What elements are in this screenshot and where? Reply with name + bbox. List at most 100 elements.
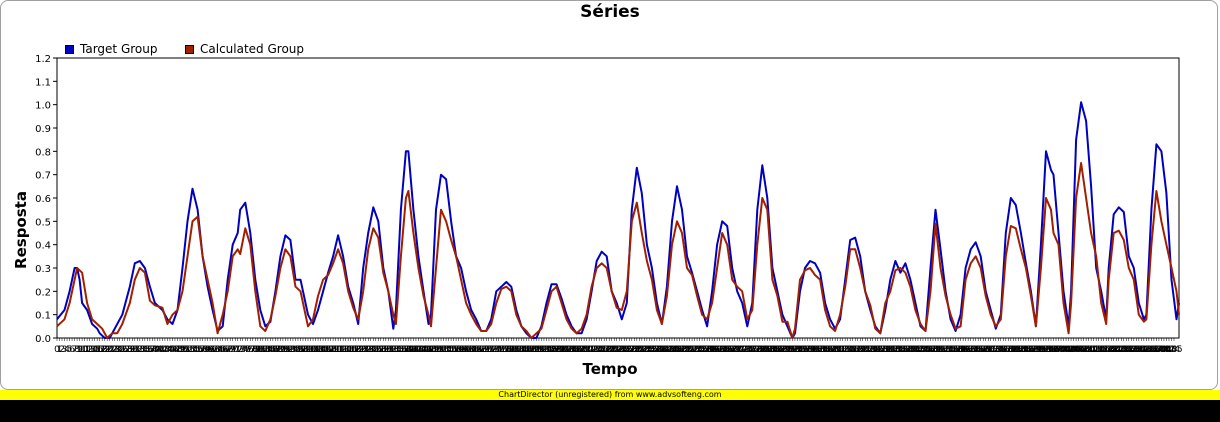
x-tick-label: 74 [237, 345, 249, 355]
x-tick-label: 200 [550, 345, 567, 355]
x-tick-label: 104 [309, 345, 326, 355]
x-tick-label: 444 [1163, 345, 1180, 355]
x-tick-label: 227 [618, 345, 635, 355]
x-tick-label: 10 [76, 345, 88, 355]
bottom-bar [0, 400, 1220, 422]
x-tick-label: 56 [192, 345, 204, 355]
x-tick-label: 269 [724, 345, 741, 355]
x-tick-label: 244 [661, 345, 678, 355]
x-tick-label: 235 [638, 345, 655, 355]
y-tick-label: 0.5 [35, 217, 51, 228]
x-tick-label: 8 [74, 345, 80, 355]
x-tick-label: 411 [1080, 345, 1097, 355]
x-tick-label: 371 [980, 345, 997, 355]
x-tick-label: 432 [1133, 345, 1150, 355]
x-tick-label: 420 [1103, 345, 1120, 355]
x-tick-label: 97 [295, 345, 306, 355]
x-tick-label: 249 [673, 345, 690, 355]
x-tick-label: 219 [598, 345, 615, 355]
x-tick-label: 109 [322, 345, 339, 355]
x-tick-label: 207 [568, 345, 585, 355]
x-tick-label: 25 [114, 345, 125, 355]
x-tick-label: 83 [260, 345, 271, 355]
x-tick-label: 7 [72, 345, 78, 355]
x-tick-label: 147 [417, 345, 434, 355]
x-tick-label: 437 [1145, 345, 1162, 355]
x-tick-label: 123 [357, 345, 374, 355]
x-tick-label: 310 [827, 345, 844, 355]
x-tick-label: 419 [1100, 345, 1117, 355]
x-tick-label: 356 [942, 345, 959, 355]
x-tick-label: 344 [912, 345, 929, 355]
x-tick-label: 254 [686, 345, 703, 355]
x-tick-label: 58 [197, 345, 209, 355]
x-tick-label: 67 [219, 345, 230, 355]
x-tick-label: 262 [706, 345, 723, 355]
x-tick-label: 169 [473, 345, 490, 355]
x-tick-label: 430 [1128, 345, 1145, 355]
x-tick-label: 299 [799, 345, 816, 355]
x-tick-label: 143 [407, 345, 424, 355]
x-tick-label: 373 [985, 345, 1002, 355]
x-tick-label: 398 [1047, 345, 1064, 355]
x-tick-label: 179 [498, 345, 515, 355]
x-tick-label: 396 [1042, 345, 1059, 355]
x-tick-label: 101 [302, 345, 319, 355]
x-tick-label: 79 [250, 345, 262, 355]
y-tick-label: 0.3 [35, 264, 51, 275]
x-tick-label: 99 [300, 345, 312, 355]
x-tick-label: 283 [759, 345, 776, 355]
x-tick-label: 378 [997, 345, 1014, 355]
legend-target-group: Target Group [65, 42, 157, 56]
y-tick-label: 1.1 [35, 77, 51, 88]
x-tick-label: 150 [425, 345, 442, 355]
x-tick-label: 431 [1130, 345, 1147, 355]
x-tick-label: 214 [586, 345, 603, 355]
x-tick-label: 34 [137, 345, 149, 355]
x-tick-label: 52 [182, 345, 193, 355]
x-tick-label: 257 [693, 345, 710, 355]
x-tick-label: 317 [844, 345, 861, 355]
x-tick-label: 346 [917, 345, 934, 355]
x-tick-label: 59 [199, 345, 211, 355]
x-tick-label: 380 [1002, 345, 1019, 355]
x-tick-label: 292 [781, 345, 798, 355]
x-tick-label: 4 [64, 345, 70, 355]
x-tick-label: 237 [643, 345, 660, 355]
x-tick-label: 375 [990, 345, 1007, 355]
x-tick-label: 416 [1093, 345, 1110, 355]
x-tick-label: 303 [809, 345, 826, 355]
x-tick-label: 395 [1040, 345, 1057, 355]
x-tick-label: 266 [716, 345, 733, 355]
x-tick-label: 75 [240, 345, 251, 355]
x-tick-label: 226 [616, 345, 633, 355]
x-tick-label: 118 [345, 345, 362, 355]
x-tick-label: 47 [169, 345, 180, 355]
x-tick-label: 164 [460, 345, 477, 355]
x-tick-label: 61 [204, 345, 215, 355]
x-tick-label: 331 [879, 345, 896, 355]
x-tick-label: 409 [1075, 345, 1092, 355]
x-tick-label: 428 [1123, 345, 1140, 355]
x-tick-label: 279 [749, 345, 766, 355]
x-tick-label: 364 [962, 345, 979, 355]
x-tick-label: 175 [488, 345, 505, 355]
x-tick-label: 199 [548, 345, 565, 355]
x-tick-label: 354 [937, 345, 954, 355]
x-tick-label: 433 [1135, 345, 1152, 355]
x-tick-label: 105 [312, 345, 329, 355]
x-tick-label: 81 [255, 345, 266, 355]
x-tick-label: 137 [392, 345, 409, 355]
x-tick-label: 339 [899, 345, 916, 355]
x-tick-label: 305 [814, 345, 831, 355]
x-tick-label: 273 [734, 345, 751, 355]
x-tick-label: 13 [84, 345, 95, 355]
x-tick-label: 162 [455, 345, 472, 355]
x-tick-label: 290 [776, 345, 793, 355]
x-tick-label: 435 [1140, 345, 1157, 355]
x-tick-label: 86 [267, 345, 279, 355]
x-tick-label: 405 [1065, 345, 1082, 355]
x-tick-label: 36 [142, 345, 154, 355]
legend-label-calculated: Calculated Group [200, 42, 305, 56]
x-tick-label: 210 [576, 345, 593, 355]
